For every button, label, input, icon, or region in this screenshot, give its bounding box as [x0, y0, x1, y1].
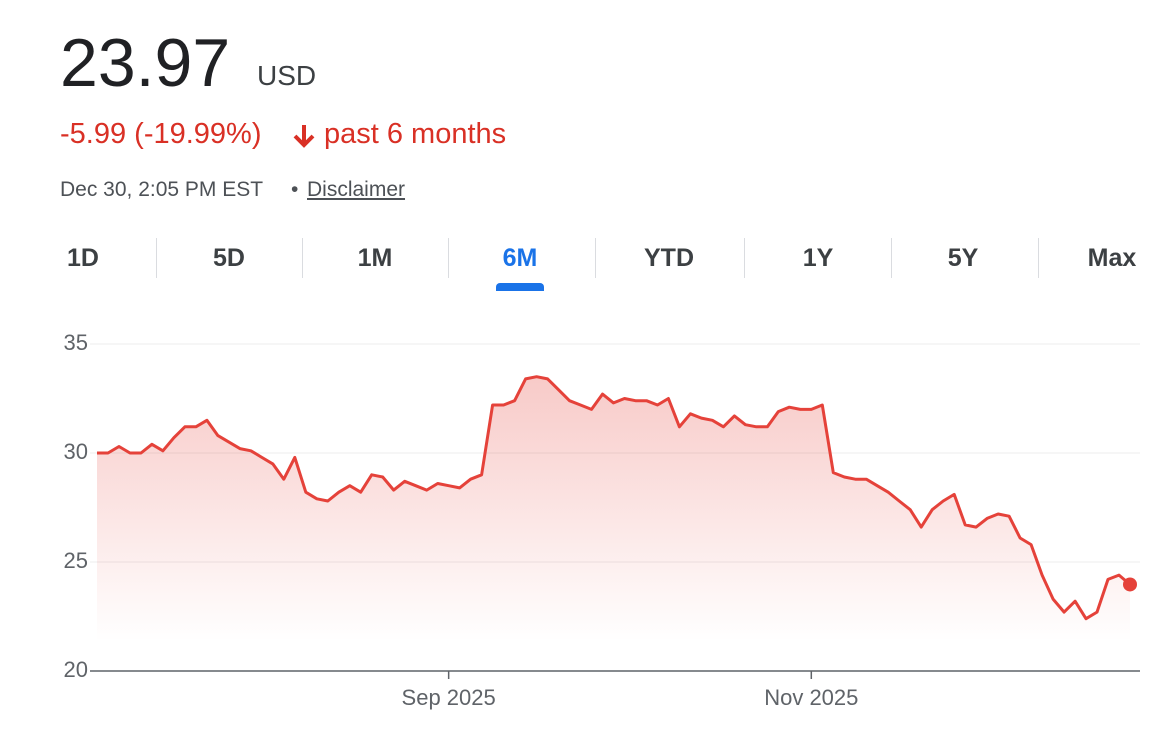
range-tab[interactable]: YTD [644, 244, 694, 272]
tab-indicator [496, 283, 544, 291]
tab-divider [594, 238, 596, 278]
x-tick-label: Nov 2025 [764, 685, 858, 710]
area-fill [97, 376, 1130, 671]
change: -5.99 (-19.99%) [60, 118, 262, 150]
range-tab[interactable]: 1D [67, 244, 99, 272]
y-tick-label: 30 [64, 439, 88, 464]
tab-divider [156, 238, 157, 278]
y-tick-label: 35 [64, 330, 88, 355]
tab-divider [302, 238, 303, 278]
timestamp: Dec 30, 2:05 PM EST [60, 178, 264, 201]
range-tab[interactable]: 5D [213, 244, 245, 272]
chart: 20 25 30 35 Sep 2025 Nov 2025 [64, 330, 1140, 710]
separator: • [291, 178, 299, 201]
range-tab[interactable]: 1M [357, 244, 393, 272]
range-tab[interactable]: 6M [502, 244, 538, 272]
x-tick-label: Sep 2025 [402, 685, 496, 710]
tab-divider [1037, 238, 1039, 278]
tab-divider [890, 238, 892, 278]
price-line [97, 375, 1131, 621]
y-tick-label: 25 [64, 548, 88, 573]
tab-divider [447, 238, 449, 278]
range-tab[interactable]: Max [1087, 244, 1137, 272]
down-arrow-icon [293, 125, 315, 148]
range-tab[interactable]: 1Y [802, 244, 834, 272]
currency: USD [257, 60, 317, 91]
disclaimer-link[interactable]: Disclaimer [307, 178, 406, 201]
y-tick-label: 20 [64, 657, 88, 682]
range-tab[interactable]: 5Y [947, 244, 979, 272]
period: past 6 months [324, 118, 507, 150]
price: 23.97 [60, 25, 231, 101]
tab-divider [743, 238, 745, 278]
last-point [1123, 577, 1137, 592]
